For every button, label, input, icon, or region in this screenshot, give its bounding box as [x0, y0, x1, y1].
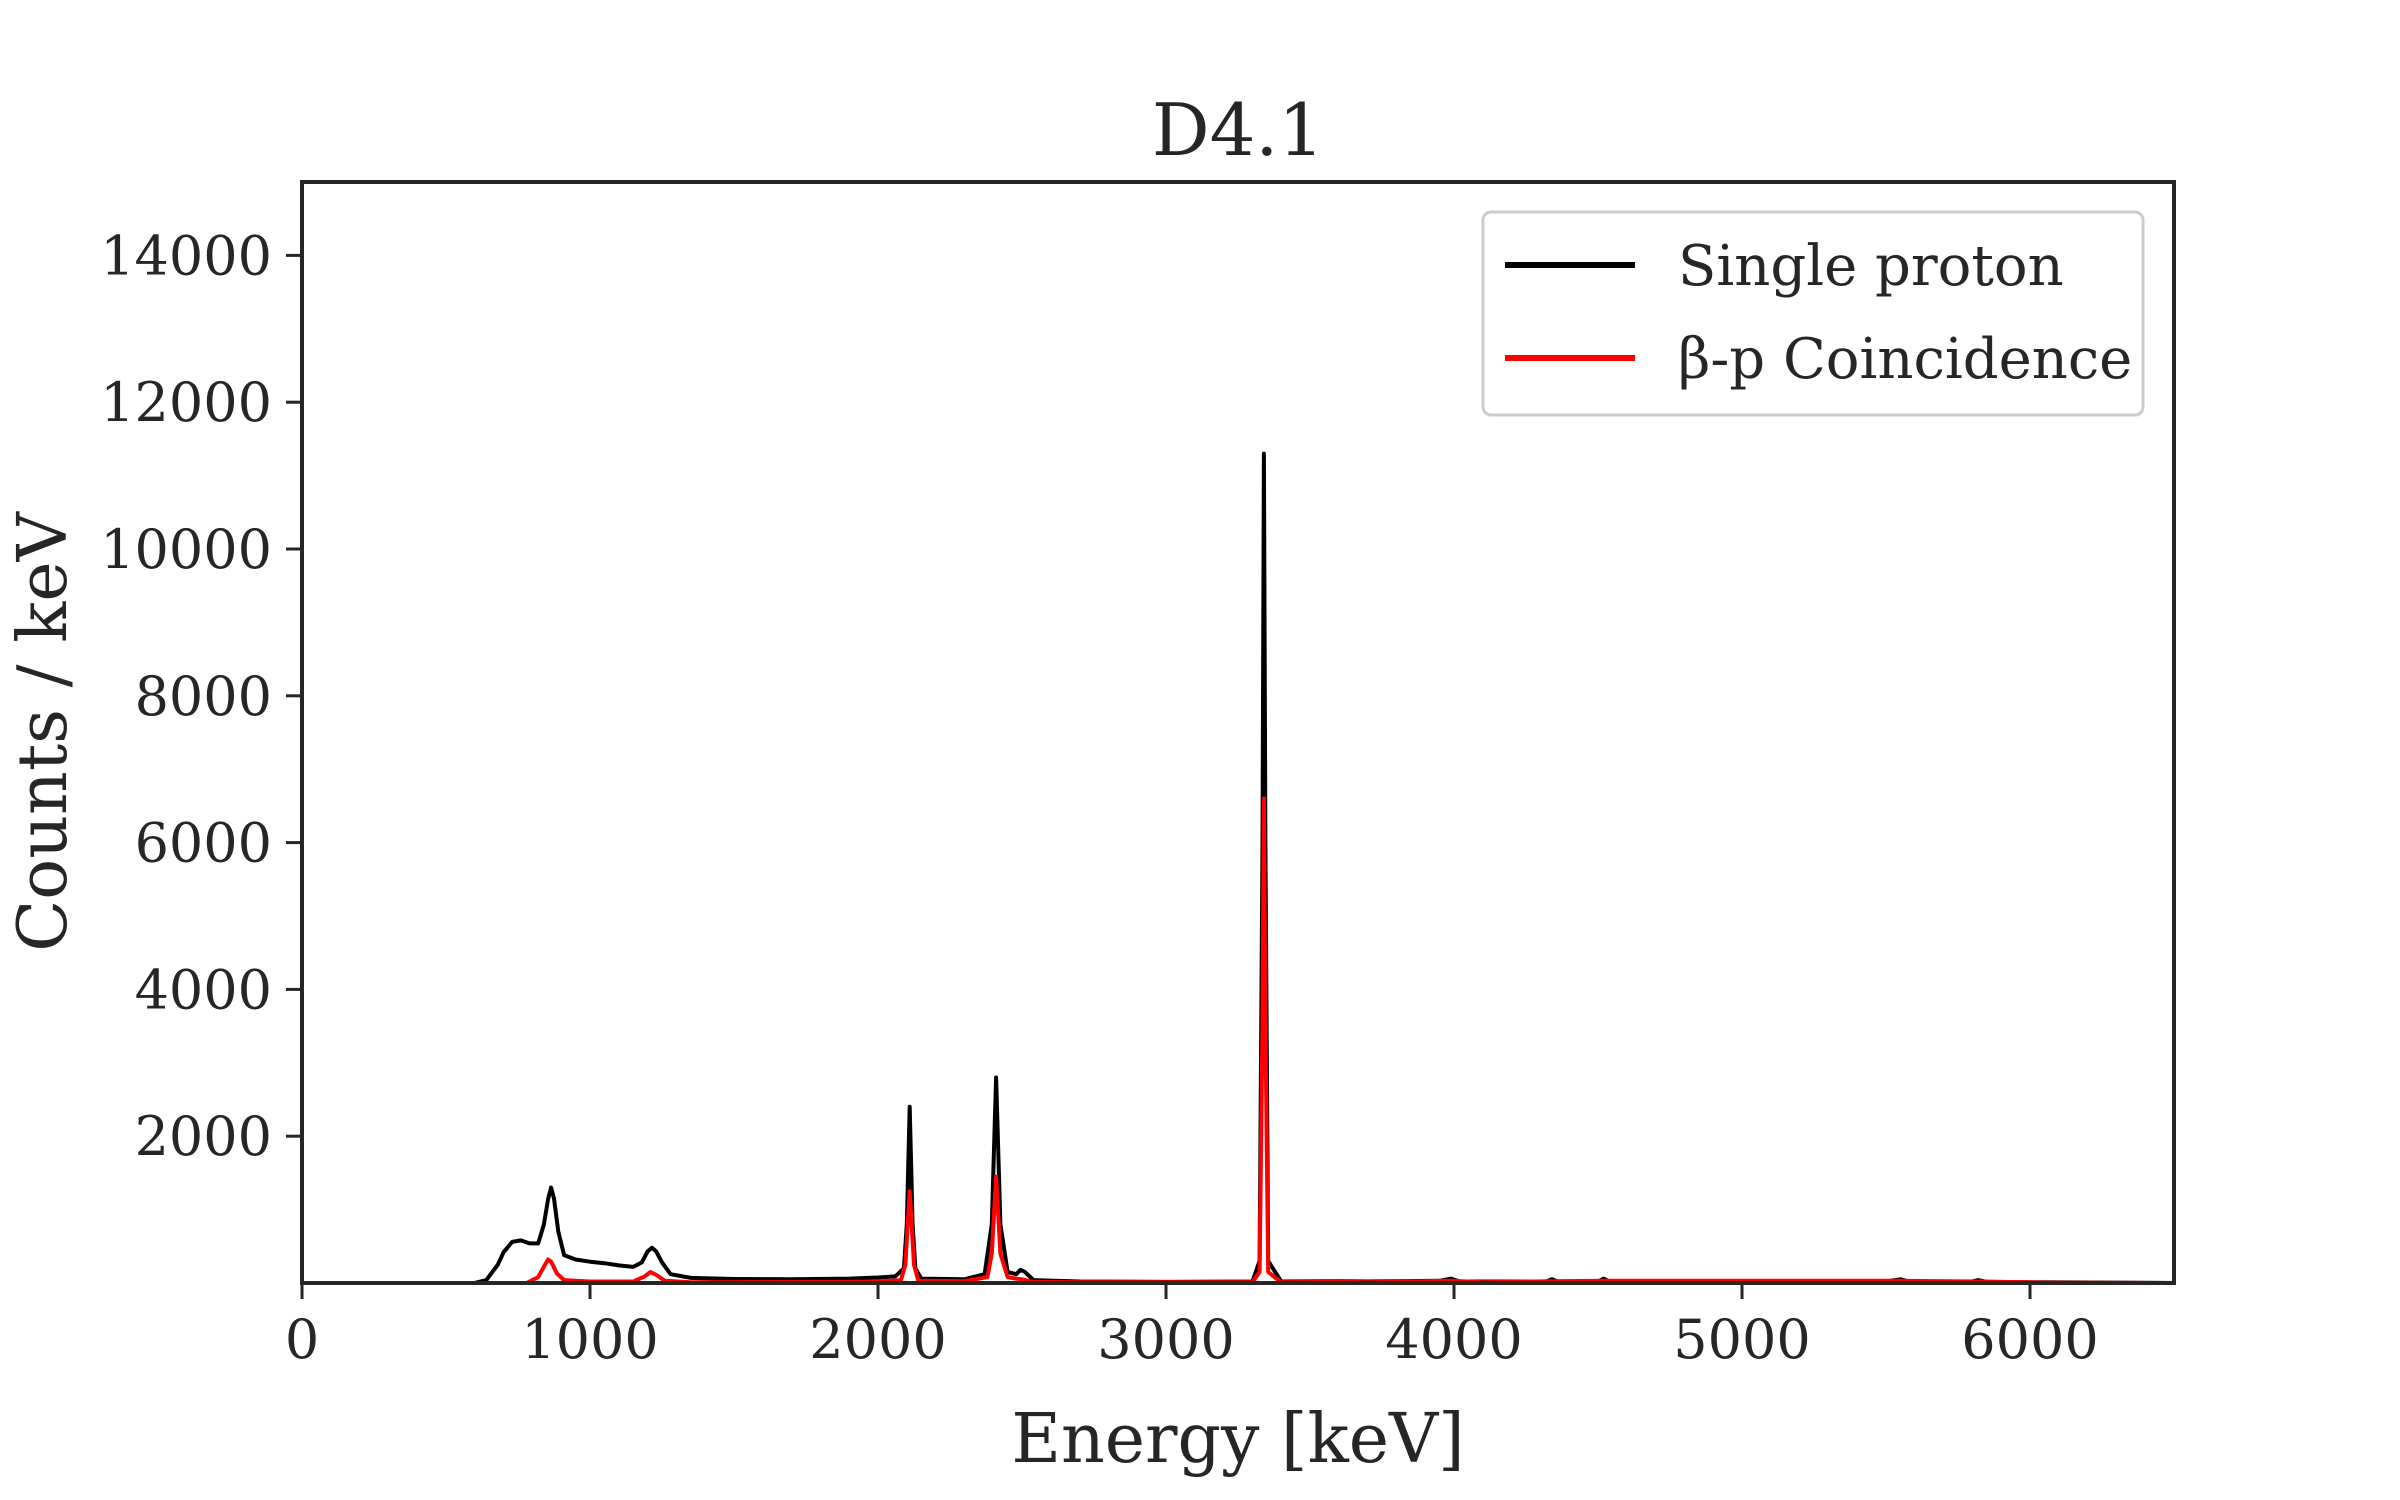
x-axis-label: Energy [keV]	[1011, 1400, 1464, 1479]
x-tick-label: 3000	[1097, 1308, 1234, 1371]
x-tick-label: 1000	[521, 1308, 658, 1371]
x-tick-label: 2000	[809, 1308, 946, 1371]
legend-box	[1481, 210, 2145, 417]
x-tick-label: 6000	[1961, 1308, 2098, 1371]
series-layer	[302, 451, 2175, 1285]
x-tick-label: 0	[285, 1308, 319, 1371]
y-tick-label: 8000	[135, 665, 272, 728]
x-tick-label: 4000	[1385, 1308, 1522, 1371]
y-tick-label: 14000	[100, 224, 272, 287]
series-line-single-proton	[302, 451, 2175, 1285]
y-tick-label: 2000	[135, 1105, 272, 1168]
plot-frame	[300, 180, 2176, 1285]
x-tick-label: 5000	[1673, 1308, 1810, 1371]
y-tick-label: 6000	[135, 812, 272, 875]
chart-title: D4.1	[1152, 88, 1324, 172]
x-axis-ticks: 0 1000 2000 3000 4000 5000 6000	[285, 1283, 2099, 1371]
y-tick-label: 4000	[135, 958, 272, 1021]
legend-label-single-proton: Single proton	[1678, 234, 2064, 299]
y-axis-label: Counts / keV	[4, 510, 83, 951]
y-tick-label: 12000	[100, 371, 272, 434]
y-tick-label: 10000	[100, 518, 272, 581]
legend: Single proton β-p Coincidence	[1481, 210, 2145, 417]
y-axis-ticks: 2000 4000 6000 8000 10000 12000 14000	[100, 224, 302, 1168]
legend-label-beta-p-coincidence: β-p Coincidence	[1678, 327, 2132, 392]
series-line-beta-p-coincidence	[302, 796, 2175, 1285]
